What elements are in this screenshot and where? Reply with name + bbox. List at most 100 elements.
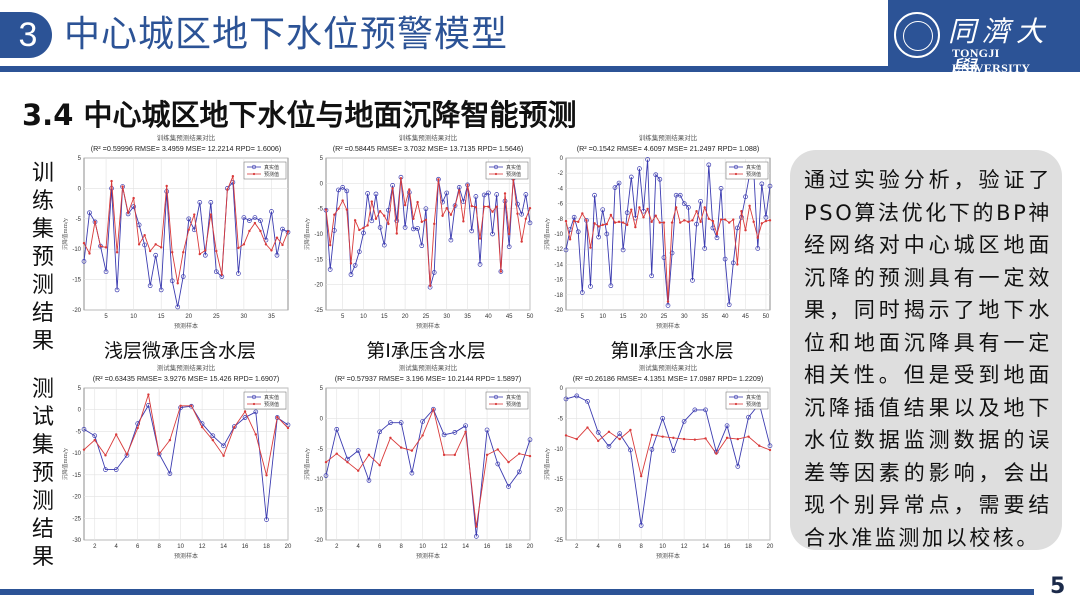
svg-text:0: 0 — [78, 408, 82, 414]
svg-text:-25: -25 — [72, 516, 81, 522]
svg-text:10: 10 — [177, 544, 184, 550]
svg-text:8: 8 — [157, 544, 161, 550]
svg-text:-5: -5 — [558, 416, 564, 422]
svg-text:-5: -5 — [76, 217, 82, 223]
svg-text:沉降值mm/y: 沉降值mm/y — [303, 217, 311, 250]
test-set-label: 测试集预测结果 — [31, 377, 54, 570]
conclusion-textbox: 通过实验分析，验证了PSO算法优化下的BP神经网络对中心城区地面沉降的预测具有一… — [790, 150, 1062, 550]
svg-text:16: 16 — [242, 544, 249, 550]
svg-text:40: 40 — [485, 314, 492, 320]
conclusion-text: 通过实验分析，验证了PSO算法优化下的BP神经网络对中心城区地面沉降的预测具有一… — [804, 168, 1052, 550]
chart-train-shallow-aquifer: 训练集预测结果对比 (R² =0.59996 RMSE= 3.4959 MSE= … — [58, 132, 294, 332]
svg-text:预测样本: 预测样本 — [416, 552, 440, 560]
svg-text:-20: -20 — [314, 538, 323, 544]
svg-text:训练集预测结果对比: 训练集预测结果对比 — [157, 133, 216, 142]
svg-text:-6: -6 — [558, 202, 564, 208]
header-divider — [0, 66, 1080, 72]
svg-text:5: 5 — [104, 314, 108, 320]
svg-text:0: 0 — [560, 156, 564, 162]
svg-text:预测值: 预测值 — [746, 171, 761, 178]
svg-text:沉降值mm/y: 沉降值mm/y — [543, 217, 551, 250]
logo-english-name: TONGJI UNIVERSITY — [952, 46, 1031, 75]
svg-text:预测值: 预测值 — [264, 401, 279, 408]
svg-text:18: 18 — [745, 544, 752, 550]
svg-text:沉降值mm/y: 沉降值mm/y — [61, 217, 69, 250]
section-number-badge: 3 — [0, 12, 52, 58]
svg-text:5: 5 — [78, 156, 82, 162]
svg-text:15: 15 — [620, 314, 627, 320]
svg-text:14: 14 — [462, 544, 469, 550]
svg-text:45: 45 — [506, 314, 513, 320]
svg-text:-10: -10 — [554, 447, 563, 453]
svg-text:8: 8 — [639, 544, 643, 550]
svg-text:50: 50 — [763, 314, 770, 320]
svg-text:预测值: 预测值 — [506, 401, 521, 408]
section-title: 中心城区地下水位预警模型 — [64, 14, 509, 55]
svg-text:25: 25 — [423, 314, 430, 320]
svg-text:25: 25 — [661, 314, 668, 320]
slide-subtitle: 3.4 中心城区地下水位与地面沉降智能预测 — [22, 98, 577, 132]
svg-text:20: 20 — [402, 314, 409, 320]
svg-text:16: 16 — [484, 544, 491, 550]
svg-text:14: 14 — [702, 544, 709, 550]
svg-text:-18: -18 — [554, 293, 563, 299]
svg-text:6: 6 — [378, 544, 382, 550]
svg-text:10: 10 — [659, 544, 666, 550]
svg-text:10: 10 — [599, 314, 606, 320]
chart-test-first-aquifer: 测试集预测结果对比 (R² =0.57937 RMSE= 3.196 MSE= 1… — [300, 362, 536, 562]
svg-text:18: 18 — [263, 544, 270, 550]
svg-text:5: 5 — [78, 386, 82, 392]
svg-text:20: 20 — [285, 544, 292, 550]
svg-text:(R² =0.57937 RMSE= 3.196 MSE=: (R² =0.57937 RMSE= 3.196 MSE= 10.2144 RP… — [335, 374, 522, 383]
svg-text:10: 10 — [130, 314, 137, 320]
svg-text:2: 2 — [575, 544, 579, 550]
svg-text:-14: -14 — [554, 262, 563, 268]
svg-text:真实值: 真实值 — [264, 394, 279, 401]
svg-text:沉降值mm/y: 沉降值mm/y — [543, 447, 551, 480]
chart-train-first-aquifer: 训练集预测结果对比 (R² =0.58445 RMSE= 3.7032 MSE= … — [300, 132, 536, 332]
svg-text:35: 35 — [268, 314, 275, 320]
svg-text:0: 0 — [78, 186, 82, 192]
svg-text:10: 10 — [360, 314, 367, 320]
logo-chinese-name: 同濟大學 — [948, 15, 1051, 88]
svg-text:-5: -5 — [318, 447, 324, 453]
svg-text:预测值: 预测值 — [264, 171, 279, 178]
chart-train-second-aquifer: 训练集预测结果对比 (R² =0.1542 RMSE= 4.6097 MSE= 2… — [540, 132, 776, 332]
svg-text:30: 30 — [681, 314, 688, 320]
svg-text:5: 5 — [320, 156, 324, 162]
svg-text:35: 35 — [701, 314, 708, 320]
svg-text:5: 5 — [581, 314, 585, 320]
svg-text:-10: -10 — [314, 477, 323, 483]
svg-text:4: 4 — [357, 544, 361, 550]
svg-text:45: 45 — [742, 314, 749, 320]
svg-text:-10: -10 — [314, 232, 323, 238]
page-number: 5 — [1050, 574, 1066, 599]
svg-text:5: 5 — [341, 314, 345, 320]
svg-text:0: 0 — [320, 416, 324, 422]
svg-text:-12: -12 — [554, 247, 563, 253]
svg-text:6: 6 — [618, 544, 622, 550]
svg-text:-20: -20 — [72, 495, 81, 501]
svg-text:(R² =0.58445 RMSE= 3.7032 MSE=: (R² =0.58445 RMSE= 3.7032 MSE= 13.7135 R… — [333, 144, 524, 153]
svg-text:-5: -5 — [318, 207, 324, 213]
svg-text:预测值: 预测值 — [506, 171, 521, 178]
svg-text:-10: -10 — [72, 451, 81, 457]
svg-text:-2: -2 — [558, 171, 564, 177]
layer-label-second: 第Ⅱ承压含水层 — [610, 340, 734, 362]
svg-text:-5: -5 — [76, 429, 82, 435]
svg-text:2: 2 — [335, 544, 339, 550]
svg-text:8: 8 — [399, 544, 403, 550]
svg-text:-20: -20 — [72, 308, 81, 314]
svg-text:6: 6 — [136, 544, 140, 550]
svg-text:50: 50 — [527, 314, 534, 320]
svg-text:0: 0 — [560, 386, 564, 392]
svg-text:30: 30 — [443, 314, 450, 320]
svg-text:沉降值mm/y: 沉降值mm/y — [303, 447, 311, 480]
svg-text:-20: -20 — [554, 508, 563, 514]
university-logo: 同濟大學 TONGJI UNIVERSITY — [888, 0, 1080, 88]
svg-text:测试集预测结果对比: 测试集预测结果对比 — [399, 363, 458, 372]
svg-text:-25: -25 — [314, 308, 323, 314]
svg-text:预测值: 预测值 — [746, 401, 761, 408]
chart-test-shallow-aquifer: 测试集预测结果对比 (R² =0.63435 RMSE= 3.9276 MSE= … — [58, 362, 294, 562]
svg-text:4: 4 — [597, 544, 601, 550]
